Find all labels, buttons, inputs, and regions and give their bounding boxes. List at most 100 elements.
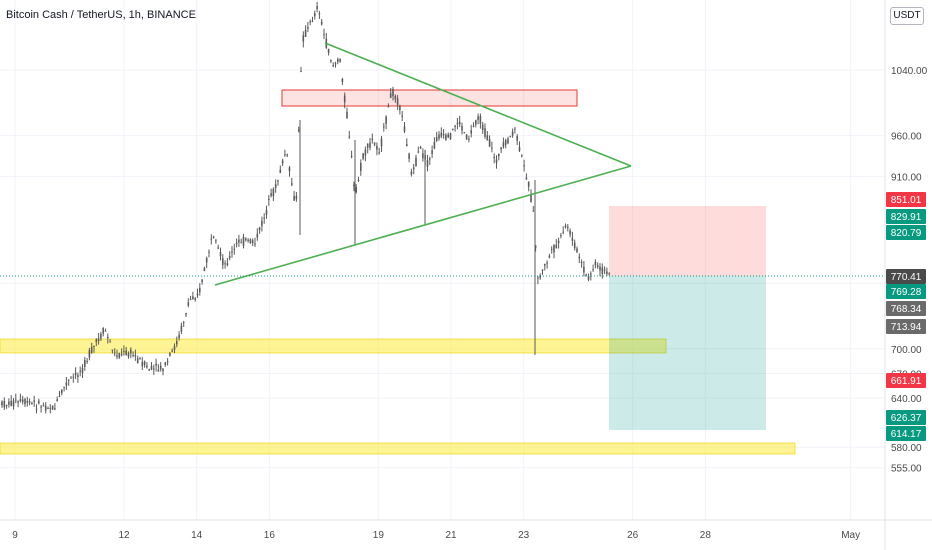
candle-body (348, 136, 351, 138)
candle-body (203, 268, 206, 272)
candle-body (74, 372, 77, 376)
candle-body (307, 27, 309, 29)
candle-body (10, 400, 12, 406)
candle-body (514, 128, 516, 130)
price-tag: 769.28 (886, 284, 926, 299)
y-tick-label: 1040.00 (891, 66, 928, 77)
candle-body (383, 126, 385, 128)
svg-text:661.91: 661.91 (891, 376, 922, 387)
candle-body (51, 405, 54, 410)
currency-button[interactable]: USDT (890, 7, 924, 25)
candle-body (281, 160, 284, 164)
candle-body (3, 400, 6, 408)
candle-body (465, 134, 468, 140)
candle-body (8, 401, 10, 405)
candle-body (571, 237, 574, 241)
x-tick-label: 9 (12, 530, 18, 541)
candle-body (40, 406, 42, 408)
candle-body (159, 365, 162, 370)
candle-body (155, 363, 157, 366)
candle-body (357, 179, 360, 181)
candle-body (337, 59, 339, 62)
x-tick-label: 23 (518, 530, 530, 541)
candle-body (594, 261, 597, 266)
support-zone-1[interactable] (0, 338, 667, 354)
candle-body (339, 58, 341, 62)
candle-body (185, 313, 187, 315)
x-tick-label: 21 (445, 530, 457, 541)
candle-body (541, 269, 544, 271)
price-tag: 661.91 (886, 373, 926, 388)
take-profit-zone[interactable] (609, 276, 766, 430)
candle-body (569, 230, 571, 235)
svg-text:770.41: 770.41 (891, 272, 922, 283)
candle-body (42, 405, 45, 407)
triangle-upper-line[interactable] (324, 42, 632, 167)
candle-body (130, 349, 132, 354)
candle-body (291, 183, 293, 185)
candle-body (350, 155, 353, 157)
candle-body (58, 395, 61, 397)
candle-body (470, 130, 472, 134)
candle-body (226, 263, 229, 266)
candle-body (592, 269, 594, 271)
price-tag: 770.41 (886, 269, 926, 284)
candle-body (265, 209, 268, 215)
candle-body (419, 147, 422, 149)
candle-body (146, 365, 148, 368)
candle-body (247, 239, 249, 241)
candle-body (286, 154, 288, 156)
svg-text:829.91: 829.91 (891, 212, 922, 223)
candle-body (173, 346, 176, 350)
candle-body (316, 6, 318, 10)
candle-body (362, 153, 364, 159)
candle-body (525, 177, 528, 180)
candle-body (576, 248, 578, 253)
candle-body (454, 125, 456, 127)
candle-body (268, 198, 270, 200)
candle-body (346, 111, 348, 119)
candle-body (546, 262, 548, 264)
triangle-lower-line[interactable] (214, 165, 632, 286)
candle-body (330, 60, 332, 62)
support-zone-2[interactable] (0, 442, 796, 455)
candle-body (456, 122, 459, 124)
stop-loss-zone[interactable] (609, 206, 766, 276)
candle-body (360, 163, 362, 171)
candle-body (217, 247, 219, 249)
candle-body (550, 248, 553, 250)
candle-body (495, 159, 498, 163)
x-tick-label: 28 (700, 530, 712, 541)
candle-body (596, 265, 599, 268)
candle-body (412, 167, 415, 170)
candle-body (79, 370, 81, 372)
x-tick-label: 12 (118, 530, 130, 541)
candle-body (116, 355, 118, 357)
candle-body (532, 210, 535, 212)
candle-body (219, 251, 222, 257)
candle-body (240, 242, 242, 244)
candle-body (417, 151, 420, 153)
y-tick-label: 580.00 (891, 443, 922, 454)
candle-body (422, 153, 424, 159)
candle-body (511, 131, 514, 136)
candle-body (523, 165, 525, 167)
candle-body (509, 135, 512, 137)
candle-body (516, 135, 518, 141)
candle-body (373, 142, 376, 145)
candle-body (481, 124, 484, 130)
candle-body (601, 267, 604, 274)
candle-body (245, 238, 247, 241)
candle-body (410, 171, 413, 175)
candle-body (472, 125, 475, 127)
candle-body (585, 274, 587, 276)
candle-body (300, 71, 302, 73)
x-tick-label: 14 (191, 530, 203, 541)
svg-text:626.37: 626.37 (891, 413, 922, 424)
y-tick-label: 700.00 (891, 345, 922, 356)
resistance-zone[interactable] (281, 89, 578, 107)
candle-body (479, 115, 482, 124)
chart-title: Bitcoin Cash / TetherUS, 1h, BINANCE (6, 9, 196, 21)
